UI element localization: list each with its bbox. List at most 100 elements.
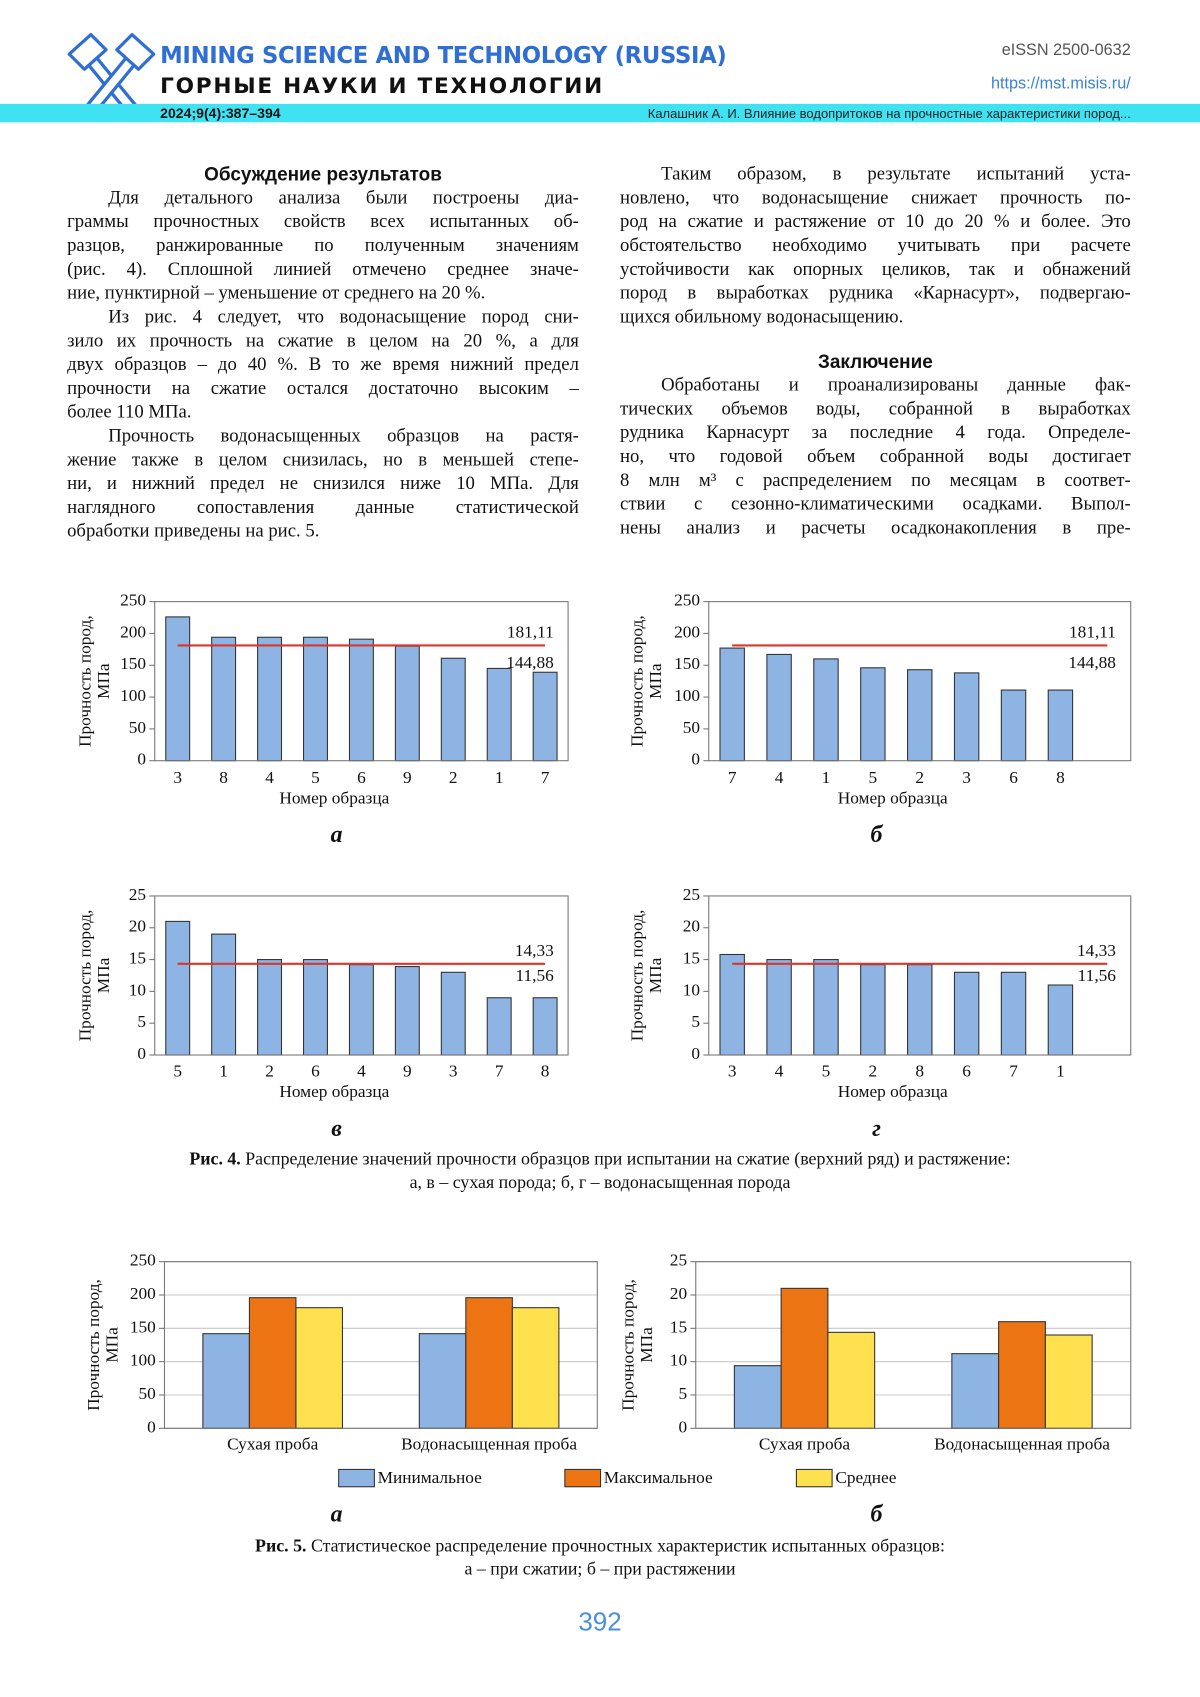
bar bbox=[908, 965, 932, 1055]
bar bbox=[861, 965, 885, 1055]
bar bbox=[720, 954, 744, 1055]
y-tick-label: 100 bbox=[120, 686, 146, 705]
x-tick-label: Водонасыщенная проба bbox=[401, 1435, 577, 1454]
paragraph: Для детального анализа были построены ди… bbox=[67, 186, 579, 305]
mean-label: 14,33 bbox=[1077, 941, 1116, 960]
bar bbox=[954, 673, 978, 761]
text-line: прочности на сжатие остался достаточно в… bbox=[67, 377, 579, 401]
caption: Рис. 5. Статистическое распределение про… bbox=[0, 1535, 1200, 1557]
bar bbox=[212, 637, 236, 760]
bar bbox=[908, 670, 932, 761]
chart: 0510152025Прочность пород,МПаНомер образ… bbox=[627, 885, 1130, 1142]
x-axis-title: Номер образца bbox=[279, 1082, 389, 1101]
y-axis-title: МПа bbox=[103, 1327, 122, 1363]
text-line: (рис. 4). Сплошной линией отмечено средн… bbox=[67, 258, 579, 282]
y-tick-label: 25 bbox=[670, 1251, 687, 1270]
y-tick-label: 5 bbox=[691, 1012, 700, 1031]
chart: 0510152025Прочность пород,МПаНомер образ… bbox=[76, 885, 569, 1142]
y-tick-label: 20 bbox=[670, 1284, 687, 1303]
y-axis-title: Прочность пород, bbox=[84, 1279, 103, 1411]
text-line: ние, пунктирной – уменьшение от среднего… bbox=[67, 281, 579, 305]
caption: а, в – сухая порода; б, г – водонасыщенн… bbox=[0, 1172, 1200, 1194]
bar bbox=[349, 639, 373, 761]
x-tick-label: 1 bbox=[822, 768, 831, 787]
mean-label: 181,11 bbox=[507, 623, 554, 642]
caption-text: Распределение значений прочности образцо… bbox=[245, 1148, 1010, 1169]
text-line: двух образцов – до 40 %. В то же время н… bbox=[67, 353, 579, 377]
y-tick-label: 150 bbox=[120, 654, 146, 673]
bar bbox=[1045, 1335, 1092, 1428]
paragraph: Из рис. 4 следует, что водонасыщение пор… bbox=[67, 305, 579, 424]
text-line: наглядного сопоставления данные статисти… bbox=[67, 496, 579, 520]
y-axis-title: Прочность пород, bbox=[76, 910, 95, 1042]
text-line: Таким образом, в результате испытаний ус… bbox=[620, 162, 1131, 186]
bar bbox=[487, 668, 511, 760]
caption-label: Рис. 4. bbox=[189, 1148, 240, 1169]
mean-label: 181,11 bbox=[1069, 623, 1116, 642]
panel-label: г bbox=[872, 1116, 881, 1142]
x-axis-title: Номер образца bbox=[838, 789, 948, 808]
bar bbox=[487, 998, 511, 1055]
bar bbox=[828, 1332, 875, 1428]
bar bbox=[767, 654, 791, 760]
chart: 050100150200250Прочность пород,МПаНомер … bbox=[76, 591, 569, 848]
y-tick-label: 0 bbox=[691, 1044, 700, 1063]
caption-text: а – при сжатии; б – при растяжении bbox=[464, 1558, 735, 1579]
panel-label: а bbox=[331, 1501, 343, 1527]
x-tick-label: 4 bbox=[775, 1061, 784, 1080]
y-tick-label: 15 bbox=[129, 949, 146, 968]
journal-title: MINING SCIENCE AND TECHNOLOGY (RUSSIA) bbox=[160, 42, 726, 68]
panel-label: а bbox=[331, 822, 343, 848]
legend-swatch bbox=[339, 1469, 375, 1486]
y-tick-label: 250 bbox=[120, 591, 146, 610]
y-axis-title: Прочность пород, bbox=[627, 910, 646, 1042]
x-tick-label: 3 bbox=[449, 1061, 458, 1080]
x-tick-label: 2 bbox=[265, 1061, 274, 1080]
x-tick-label: 2 bbox=[869, 1061, 878, 1080]
journal-title-ru: ГОРНЫЕ НАУКИ И ТЕХНОЛОГИИ bbox=[160, 72, 604, 98]
legend-label: Максимальное bbox=[604, 1468, 713, 1487]
text-line: обстоятельство необходимо учитывать при … bbox=[620, 234, 1131, 258]
text-line: обработки приведены на рис. 5. bbox=[67, 519, 579, 543]
x-tick-label: 5 bbox=[822, 1061, 831, 1080]
x-tick-label: 4 bbox=[265, 768, 274, 787]
text-line: пород в выработках рудника «Карнасурт», … bbox=[620, 281, 1131, 305]
bar bbox=[166, 921, 190, 1055]
text-line: устойчивости как опорных целиков, так и … bbox=[620, 258, 1131, 282]
x-axis-title: Номер образца bbox=[279, 789, 389, 808]
bar bbox=[304, 960, 328, 1055]
y-tick-label: 250 bbox=[130, 1251, 156, 1270]
bar bbox=[720, 648, 744, 761]
page-number: 392 bbox=[0, 1608, 1200, 1638]
y-tick-label: 100 bbox=[130, 1351, 156, 1370]
x-tick-label: 4 bbox=[775, 768, 784, 787]
text-line: тических объемов воды, собранной в выраб… bbox=[620, 397, 1131, 421]
annotation-label: 144,88 bbox=[1068, 653, 1116, 672]
x-tick-label: 7 bbox=[1009, 1061, 1018, 1080]
annotation-label: 11,56 bbox=[1078, 966, 1117, 985]
y-axis-title: МПа bbox=[94, 663, 113, 699]
bar bbox=[781, 1288, 828, 1428]
text-line: Для детального анализа были построены ди… bbox=[67, 186, 579, 210]
bar bbox=[395, 967, 419, 1055]
bar bbox=[533, 998, 557, 1055]
paragraph: Таким образом, в результате испытаний ус… bbox=[620, 162, 1131, 329]
bar bbox=[203, 1334, 250, 1429]
journal-url[interactable]: https://mst.misis.ru/ bbox=[991, 75, 1131, 93]
running-title: Калашник А. И. Влияние водопритоков на п… bbox=[648, 106, 1131, 121]
y-axis-title: МПа bbox=[94, 957, 113, 993]
text-line: Прочность водонасыщенных образцов на рас… bbox=[67, 424, 579, 448]
text-line: но, что годовой объем собранной воды дос… bbox=[620, 445, 1131, 469]
text-line: более 110 МПа. bbox=[67, 400, 579, 424]
panel-label: б bbox=[871, 1501, 884, 1527]
bar bbox=[1048, 690, 1072, 761]
text-line: рудника Карнасурт за последние 4 года. О… bbox=[620, 421, 1131, 445]
y-axis-title: Прочность пород, bbox=[619, 1279, 638, 1411]
x-tick-label: 1 bbox=[495, 768, 504, 787]
x-tick-label: 9 bbox=[403, 768, 412, 787]
y-tick-label: 200 bbox=[120, 622, 146, 641]
y-tick-label: 10 bbox=[129, 980, 146, 999]
y-tick-label: 50 bbox=[139, 1384, 156, 1403]
y-tick-label: 100 bbox=[674, 686, 700, 705]
